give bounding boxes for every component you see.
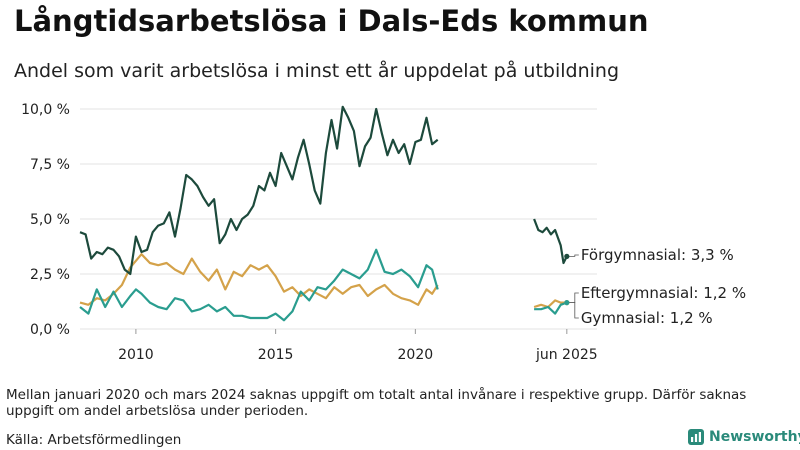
end-point <box>564 300 570 306</box>
y-tick-label: 10,0 % <box>21 102 70 118</box>
chart-subtitle: Andel som varit arbetslösa i minst ett å… <box>14 60 620 82</box>
series-end-label: Eftergymnasial: 1,2 % <box>581 284 746 302</box>
y-axis-ticks: 0,0 % 2,5 % 5,0 % 7,5 % 10,0 % <box>21 102 70 338</box>
leader-line <box>568 254 579 257</box>
series-end-label: Förgymnasial: 3,3 % <box>581 246 734 264</box>
y-tick-label: 0,0 % <box>30 322 70 338</box>
newsworthy-logo-icon <box>688 429 704 445</box>
series-line-eftergymnasial <box>533 299 567 309</box>
series-lines <box>79 105 568 322</box>
brand[interactable]: Newsworthy <box>688 429 800 445</box>
y-tick-label: 5,0 % <box>30 212 70 228</box>
series-line-förgymnasial <box>533 218 568 265</box>
y-tick-label: 2,5 % <box>30 267 70 283</box>
x-tick-label: 2015 <box>258 347 294 363</box>
x-tick-label: jun 2025 <box>535 347 598 363</box>
x-tick-label: 2010 <box>118 347 154 363</box>
line-chart: 0,0 % 2,5 % 5,0 % 7,5 % 10,0 % 2010 2015 2020 j… <box>21 102 746 363</box>
series-line-förgymnasial <box>79 105 439 276</box>
chart-title: Långtidsarbetslösa i Dals-Eds kommun <box>14 4 649 38</box>
y-tick-label: 7,5 % <box>30 157 70 173</box>
leader-line <box>568 292 579 303</box>
series-line-gymnasial <box>79 248 439 322</box>
source-text: Källa: Arbetsförmedlingen <box>6 432 182 448</box>
x-tick-label: 2020 <box>398 347 434 363</box>
brand-name: Newsworthy <box>709 429 800 445</box>
x-axis-ticks: 2010 2015 2020 jun 2025 <box>118 329 598 363</box>
series-line-eftergymnasial <box>79 253 439 306</box>
series-line-gymnasial <box>534 301 568 315</box>
end-point <box>564 253 570 259</box>
leader-line <box>568 302 579 319</box>
end-labels: Förgymnasial: 3,3 % Eftergymnasial: 1,2 %… <box>564 246 746 327</box>
series-end-label: Gymnasial: 1,2 % <box>581 309 713 327</box>
footnote: Mellan januari 2020 och mars 2024 saknas… <box>6 387 747 419</box>
